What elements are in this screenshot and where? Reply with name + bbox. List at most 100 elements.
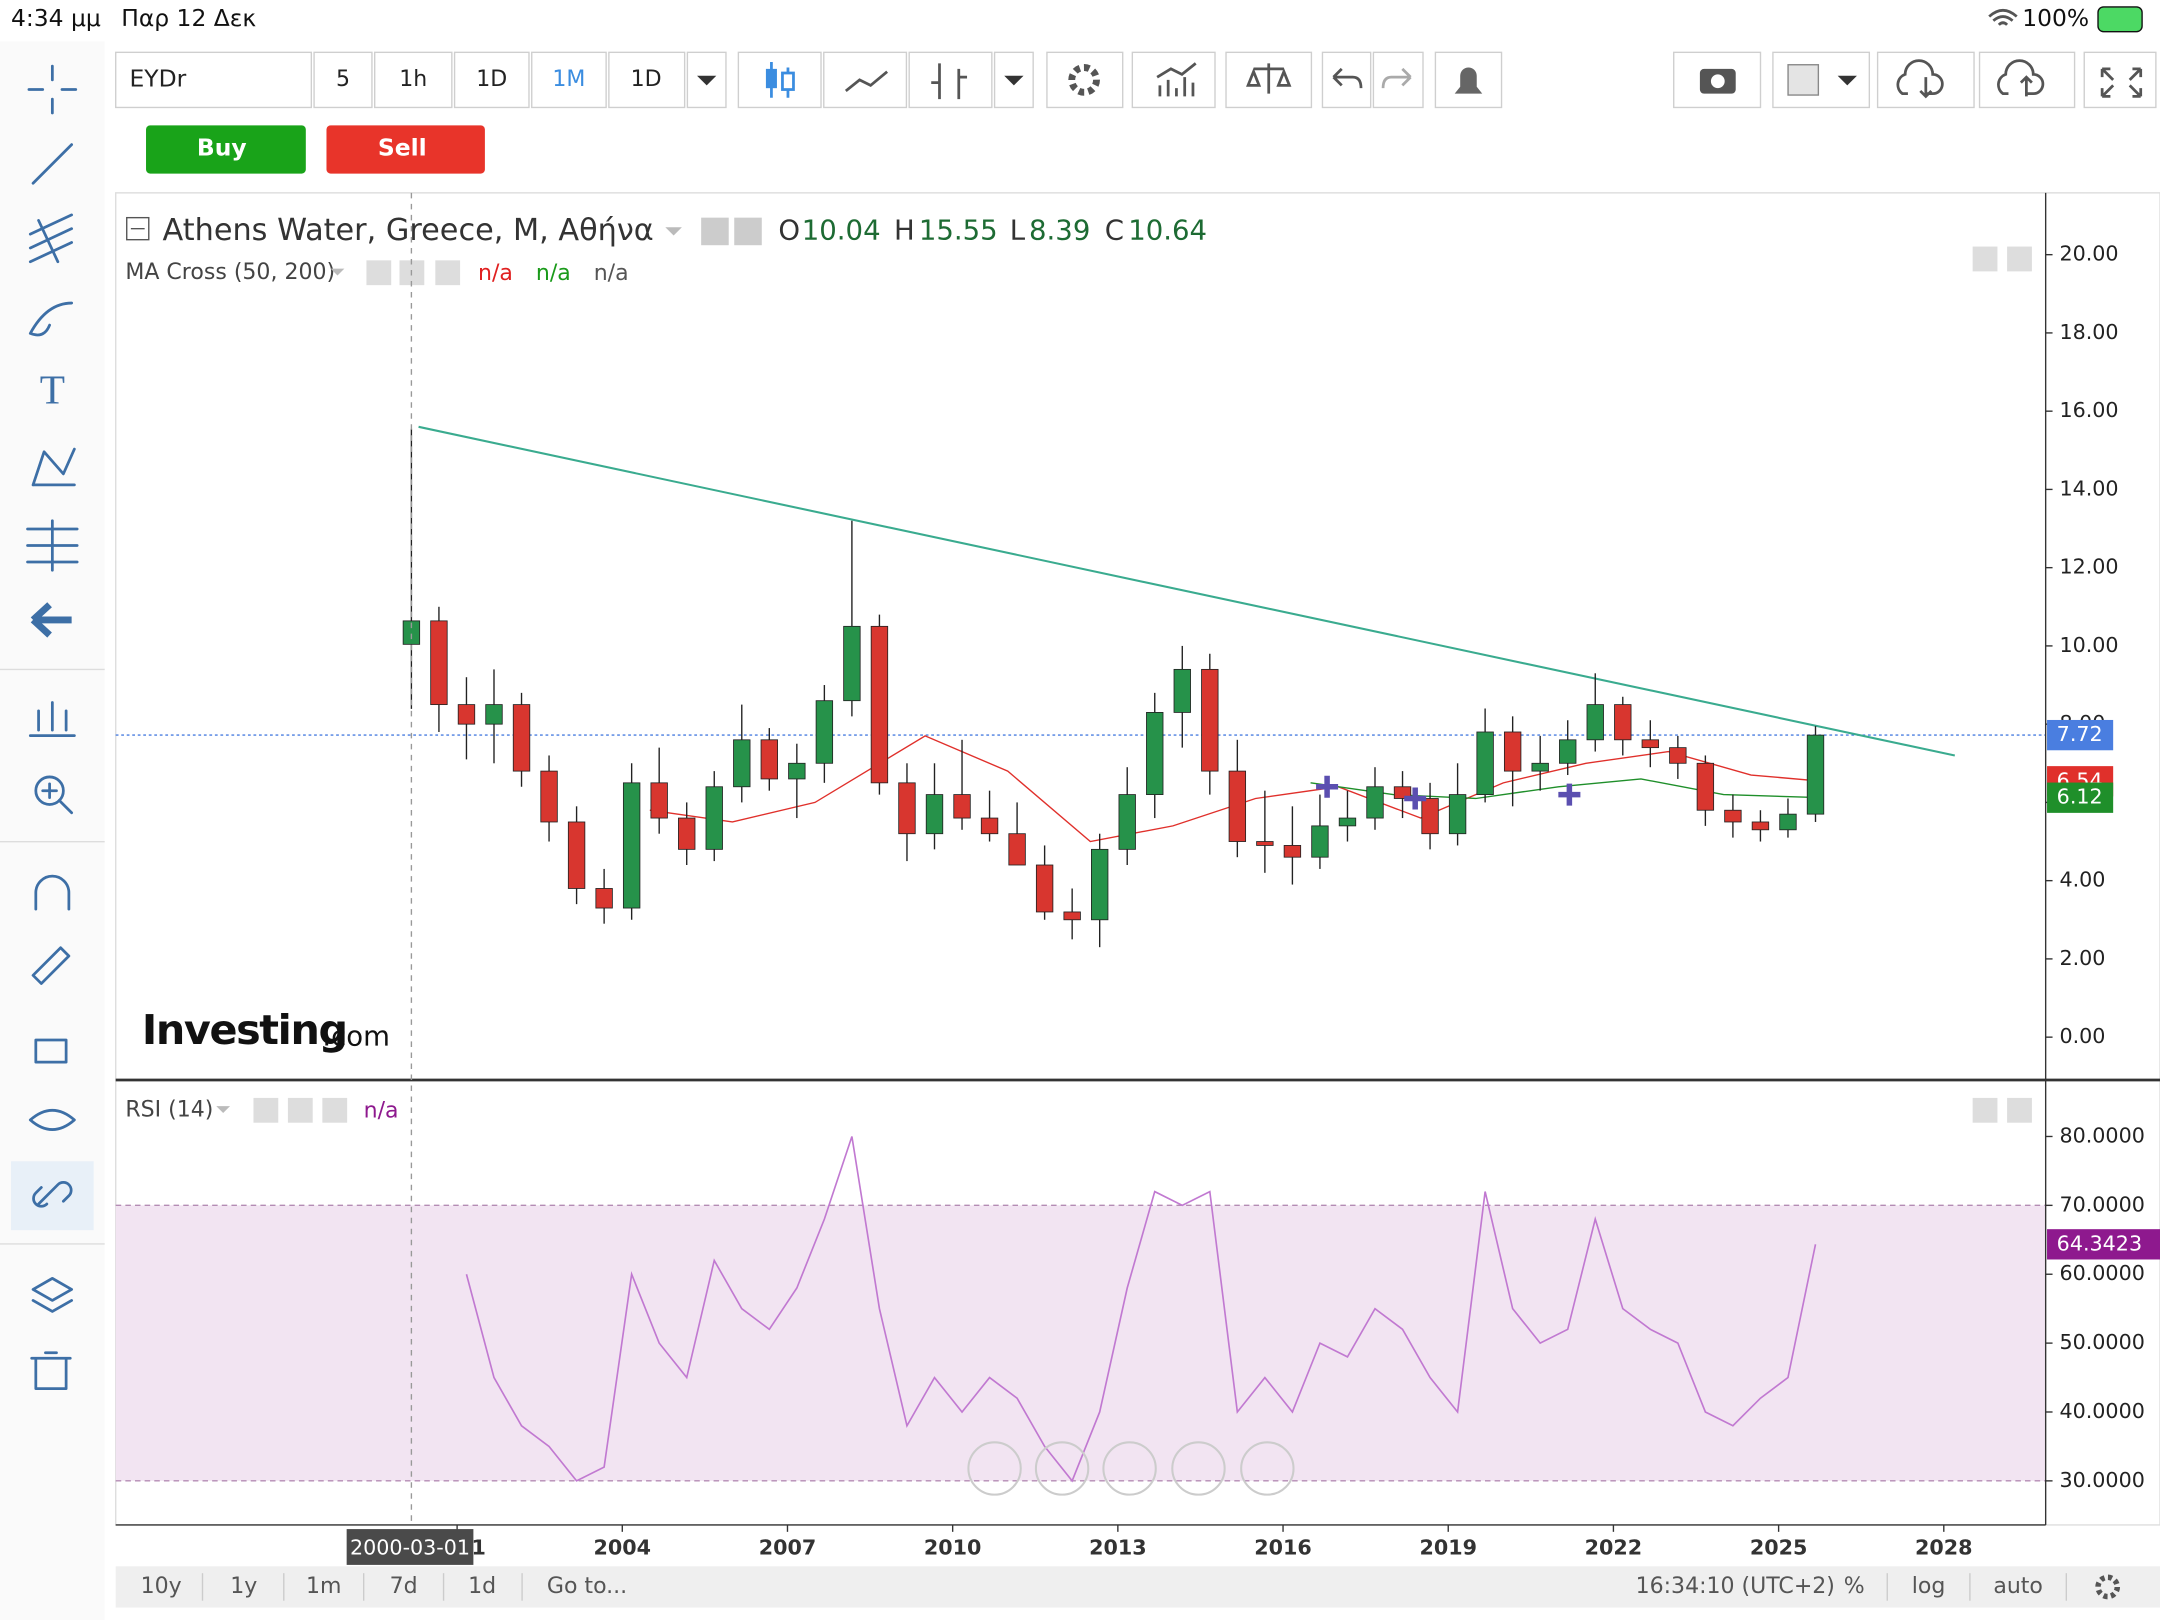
move-down-button[interactable] — [1972, 246, 1998, 272]
indicators-button[interactable] — [1131, 51, 1216, 109]
candle-body — [733, 739, 751, 788]
candle-body — [953, 794, 971, 819]
candle-body — [1751, 821, 1770, 831]
bars-button[interactable] — [908, 51, 993, 109]
candle-body — [457, 704, 476, 725]
settings-toggle[interactable] — [734, 217, 762, 246]
scroll-right[interactable] — [1240, 1441, 1295, 1496]
dropdown-arrow — [216, 1106, 231, 1114]
crosshair-tool[interactable] — [27, 64, 78, 115]
move-up-button[interactable] — [2007, 246, 2032, 272]
brush-tool[interactable] — [28, 301, 74, 337]
line-button[interactable] — [823, 51, 908, 109]
unlock-tool[interactable] — [34, 1038, 68, 1064]
back-tool[interactable] — [30, 602, 72, 638]
candle-body — [1641, 739, 1659, 749]
x-tick-label: 2004 — [594, 1535, 652, 1559]
zoom-out[interactable] — [1034, 1441, 1090, 1496]
interval-button[interactable] — [374, 51, 453, 109]
scroll-left[interactable] — [967, 1441, 1022, 1496]
reset-zoom[interactable] — [1102, 1441, 1157, 1496]
rsi-line — [465, 1136, 1817, 1483]
measure-tool[interactable] — [26, 519, 79, 572]
move-down-button[interactable] — [2007, 1097, 2032, 1123]
price-label: 6.12 — [2057, 785, 2103, 809]
candles-icon — [765, 68, 777, 89]
fib-tool[interactable] — [28, 213, 74, 264]
candle-body — [1063, 911, 1081, 921]
y-tick-label: 30.0000 — [2059, 1468, 2144, 1492]
line-tool[interactable] — [31, 143, 74, 185]
rsi-legend: RSI (14) n/a — [125, 1097, 2032, 1496]
legend-key: L — [1010, 214, 1026, 246]
range-button[interactable]: 7d — [390, 1574, 418, 1599]
link-tool[interactable] — [32, 1181, 73, 1208]
buy-label: Buy — [197, 133, 247, 161]
candle-body — [1091, 848, 1109, 921]
lock-draw-tool[interactable] — [31, 946, 71, 985]
candle-body — [1146, 712, 1164, 795]
auto-toggle[interactable]: auto — [1993, 1574, 2043, 1599]
status-time: 4:34 μμ — [11, 4, 101, 32]
trendline — [418, 425, 1956, 757]
range-button[interactable]: 1m — [306, 1574, 341, 1599]
settings-button[interactable] — [2095, 1574, 2121, 1600]
y-tick-label: 80.0000 — [2059, 1123, 2144, 1147]
compare-button[interactable] — [1225, 51, 1313, 109]
signal-marker — [1404, 787, 1427, 810]
log-toggle[interactable]: log — [1912, 1574, 1946, 1599]
visibility-toggle[interactable] — [701, 217, 729, 246]
fullscreen-button[interactable] — [2083, 51, 2157, 109]
candle-body — [430, 620, 448, 706]
move-up-button[interactable] — [1972, 1097, 1998, 1123]
candle-body — [540, 770, 558, 823]
collapse-icon[interactable] — [126, 216, 150, 241]
buy-button[interactable] — [146, 125, 306, 174]
range-button[interactable]: 10y — [141, 1574, 182, 1599]
y-tick-label: 40.0000 — [2059, 1399, 2144, 1423]
visibility-tool[interactable] — [28, 1108, 76, 1131]
candle-body — [1311, 825, 1329, 858]
visibility-toggle[interactable] — [253, 1097, 279, 1123]
remove-toggle[interactable] — [435, 260, 461, 286]
crosshair-label: 2000-03-01 — [350, 1535, 470, 1559]
rsi-name: RSI (14) — [125, 1097, 213, 1122]
bottom-bar: 10y 1y 1m 7d 1d Go to... 16:34:10 (UTC+2… — [115, 1566, 2160, 1608]
indicator-tool[interactable] — [28, 701, 76, 737]
magnet-tool[interactable] — [34, 874, 71, 911]
toolbar-bg — [0, 41, 105, 1620]
settings-toggle[interactable] — [287, 1097, 313, 1123]
candles-button[interactable] — [737, 51, 822, 109]
percent-toggle[interactable]: % — [1844, 1574, 1865, 1599]
indicator-name: MA Cross (50, 200) — [125, 260, 335, 285]
remove-toggle[interactable] — [322, 1097, 348, 1123]
text-tool[interactable]: T — [40, 366, 65, 412]
price-pane: 0.002.004.006.008.0010.0012.0014.0016.00… — [115, 242, 2119, 1048]
pattern-tool[interactable] — [31, 447, 76, 487]
redo-button[interactable] — [1372, 51, 1424, 109]
goto-button[interactable]: Go to... — [547, 1574, 627, 1599]
interval-button[interactable] — [531, 51, 607, 109]
layers-tool[interactable] — [31, 1276, 74, 1313]
symbol-box[interactable] — [115, 51, 313, 109]
interval-button[interactable] — [608, 51, 686, 109]
candle-body — [512, 704, 531, 772]
trash-tool[interactable] — [30, 1351, 72, 1390]
interval-dropdown[interactable] — [686, 51, 727, 109]
sell-button[interactable] — [326, 125, 485, 174]
zoom-tool[interactable] — [34, 775, 65, 806]
redo-icon — [1381, 67, 1412, 89]
undo-button[interactable] — [1321, 51, 1372, 109]
range-button[interactable]: 1y — [230, 1574, 257, 1599]
interval-button[interactable] — [453, 51, 530, 109]
candle-body — [1283, 845, 1302, 858]
zoom-in[interactable] — [1171, 1441, 1226, 1496]
y-tick-label: 14.00 — [2059, 476, 2118, 500]
range-button[interactable]: 1d — [468, 1574, 496, 1599]
candle-body — [567, 821, 586, 889]
interval: 1h — [399, 67, 427, 92]
settings-button[interactable] — [1046, 51, 1124, 109]
visibility-toggle[interactable] — [366, 260, 392, 286]
interval-button[interactable] — [313, 51, 373, 109]
candle-body — [485, 704, 503, 725]
